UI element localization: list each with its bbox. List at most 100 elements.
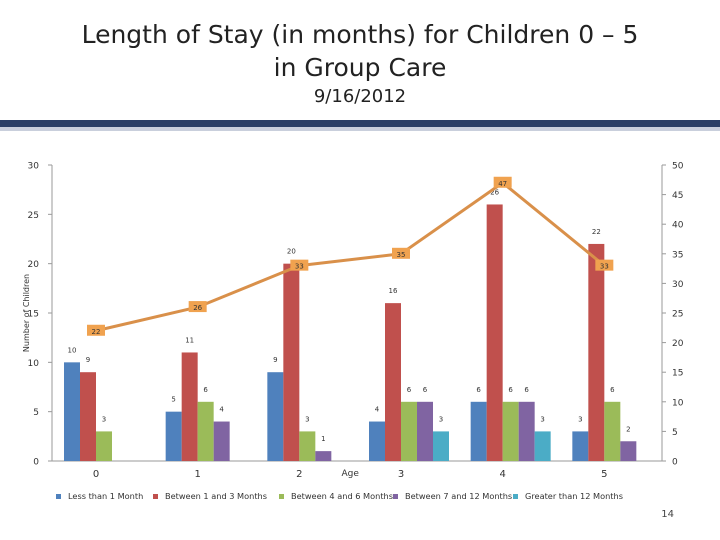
bar — [267, 372, 284, 461]
total-line-label: 33 — [295, 263, 304, 271]
bar-data-label: 6 — [508, 386, 513, 394]
slide-title-line-1: Length of Stay (in months) for Children … — [81, 20, 639, 49]
bar — [64, 362, 80, 461]
bar — [385, 303, 401, 461]
bar-data-label: 6 — [476, 386, 481, 394]
total-line-label: 26 — [193, 304, 202, 312]
page-number: 14 — [661, 509, 674, 520]
bar-data-label: 4 — [219, 406, 224, 414]
y-tick-label: 10 — [28, 359, 40, 369]
legend-swatch — [279, 494, 284, 499]
y-axis-title: Number of Children — [22, 274, 31, 352]
bar — [80, 372, 96, 461]
bar-data-label: 3 — [305, 415, 309, 423]
legend-label: Less than 1 Month — [68, 491, 143, 501]
bar-data-label: 3 — [439, 415, 443, 423]
legend-swatch — [393, 494, 398, 499]
bar-data-label: 6 — [524, 386, 529, 394]
bar — [433, 431, 449, 461]
y2-tick-label: 25 — [672, 310, 683, 320]
legend-label: Between 4 and 6 Months — [291, 491, 393, 501]
legend-label: Greater than 12 Months — [525, 491, 623, 501]
y-tick-label: 25 — [28, 211, 39, 221]
total-line-label-box — [595, 259, 614, 271]
bar — [486, 204, 503, 461]
bar — [604, 401, 621, 461]
x-tick-label: 4 — [499, 469, 505, 480]
bar — [502, 401, 519, 461]
y-tick-label: 0 — [33, 458, 39, 468]
bar — [299, 431, 316, 461]
total-line — [95, 181, 606, 333]
legend-label: Between 1 and 3 Months — [165, 491, 267, 501]
total-line-label-box — [290, 259, 309, 271]
y2-tick-label: 40 — [672, 221, 684, 231]
bar-data-label: 26 — [490, 188, 499, 196]
x-tick-label: 3 — [398, 469, 404, 480]
bar — [213, 421, 230, 461]
bar-data-label: 6 — [423, 386, 428, 394]
bar — [534, 431, 551, 461]
bar — [518, 401, 535, 461]
bar — [181, 352, 198, 461]
bar-data-label: 16 — [389, 287, 398, 295]
header-band-light — [0, 127, 720, 131]
x-axis-title: Age — [341, 469, 359, 479]
bar-data-label: 10 — [68, 346, 77, 354]
y2-tick-label: 20 — [672, 339, 684, 349]
bar-data-label: 6 — [407, 386, 412, 394]
bar-data-label: 3 — [540, 415, 544, 423]
bar-data-label: 9 — [273, 356, 277, 364]
bar-data-label: 6 — [610, 386, 615, 394]
total-line-label-box — [188, 301, 207, 313]
bar-data-label: 11 — [185, 336, 194, 344]
total-line-label-box — [493, 176, 512, 188]
bar-data-label: 2 — [626, 425, 630, 433]
bar — [197, 401, 214, 461]
x-tick-label: 5 — [601, 469, 607, 480]
y2-tick-label: 10 — [672, 398, 684, 408]
y-tick-label: 15 — [28, 310, 39, 320]
bar — [470, 401, 487, 461]
slide-title-line-2: in Group Care — [273, 53, 447, 82]
total-line-label: 33 — [600, 263, 609, 271]
slide-date: 9/16/2012 — [313, 86, 407, 107]
total-line-label-box — [87, 324, 105, 336]
bar — [620, 441, 637, 461]
total-line-label: 22 — [92, 328, 101, 336]
legend-swatch — [513, 494, 518, 499]
bar-data-label: 22 — [592, 228, 601, 236]
bar-data-label: 3 — [578, 415, 582, 423]
x-tick-label: 0 — [93, 469, 99, 480]
total-line-label: 47 — [498, 180, 507, 188]
slide-title: Length of Stay (in months) for Children … — [0, 18, 720, 84]
y2-tick-label: 15 — [672, 369, 683, 379]
total-line-label: 35 — [397, 251, 406, 259]
bar — [165, 411, 182, 461]
bar-data-label: 3 — [102, 415, 106, 423]
bar — [283, 263, 300, 461]
y-tick-label: 20 — [28, 260, 40, 270]
y-tick-label: 5 — [33, 408, 39, 418]
y2-tick-label: 35 — [672, 250, 683, 260]
bar — [572, 431, 589, 461]
y-tick-label: 30 — [28, 162, 40, 172]
y2-tick-label: 0 — [672, 458, 678, 468]
y2-tick-label: 45 — [672, 191, 683, 201]
x-tick-label: 2 — [296, 469, 302, 480]
bar-data-label: 4 — [375, 406, 380, 414]
bar — [369, 421, 385, 461]
bar — [417, 401, 433, 461]
bar — [588, 243, 605, 461]
total-line-label-box — [392, 247, 410, 259]
header-band-dark — [0, 120, 720, 127]
x-tick-label: 1 — [194, 469, 200, 480]
y2-tick-label: 30 — [672, 280, 684, 290]
bar-data-label: 5 — [171, 396, 175, 404]
legend-label: Between 7 and 12 Months — [405, 491, 512, 501]
y2-tick-label: 50 — [672, 162, 684, 172]
y2-tick-label: 5 — [672, 428, 678, 438]
legend-swatch — [56, 494, 61, 499]
bar — [96, 431, 112, 461]
